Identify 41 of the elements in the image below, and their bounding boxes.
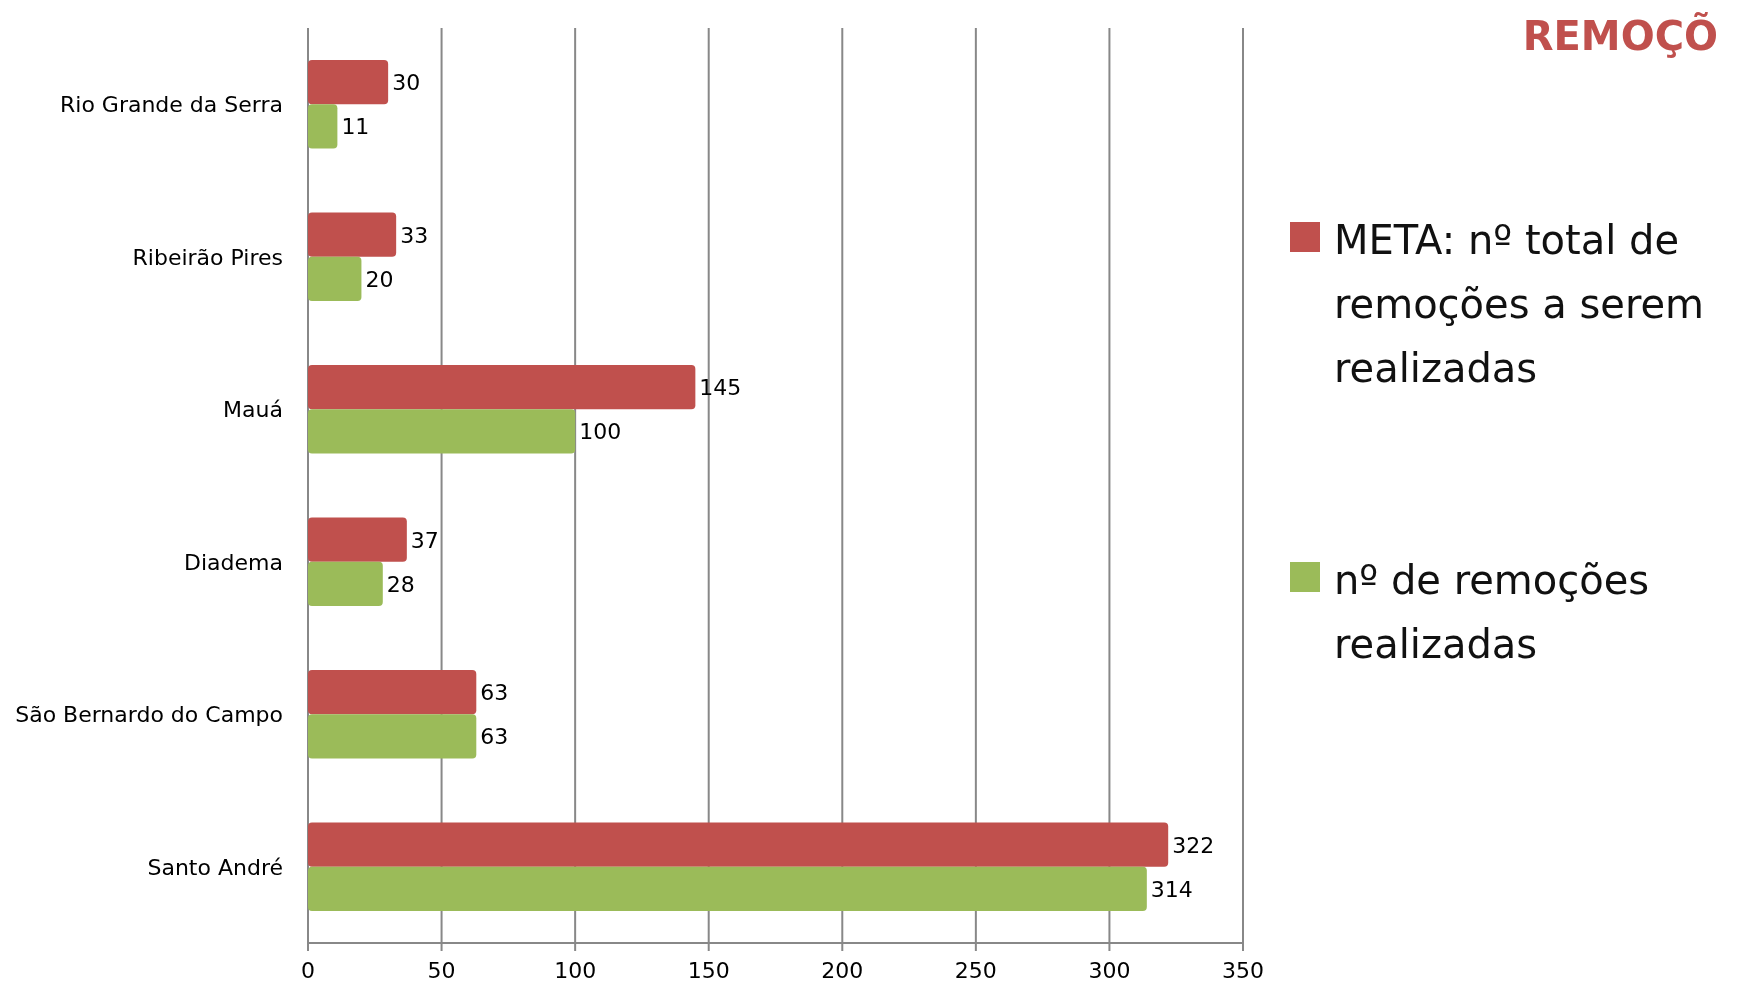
data-label: 314 [1150, 876, 1193, 902]
data-label: 63 [480, 724, 509, 750]
y-tick-label: Santo André [147, 854, 283, 880]
bar [308, 822, 1169, 867]
bar [308, 409, 576, 454]
x-tick-label: 0 [301, 958, 315, 983]
y-tick-label: Mauá [223, 397, 283, 423]
y-tick-label: Ribeirão Pires [132, 244, 283, 270]
data-label: 63 [480, 680, 509, 706]
data-label: 28 [386, 571, 415, 597]
data-label: 20 [365, 266, 394, 292]
bar [308, 714, 477, 759]
bar [308, 561, 383, 606]
legend-label: nº de remoções realizadas [1334, 557, 1650, 667]
bar [308, 365, 696, 410]
data-label: 11 [341, 114, 370, 140]
bar [308, 104, 338, 149]
data-label: 37 [410, 527, 439, 553]
text: REMOÇÕ [1522, 12, 1718, 59]
data-label: 145 [699, 375, 742, 401]
x-tick-label: 300 [1088, 958, 1131, 983]
legend-label: META: nº total de remoções a serem realizadas [1334, 217, 1705, 391]
y-tick-label: Rio Grande da Serra [60, 92, 283, 118]
bar [308, 212, 397, 257]
data-label: 33 [400, 222, 429, 248]
bar [308, 256, 362, 301]
bar [308, 670, 477, 715]
x-tick-label: 250 [954, 958, 997, 983]
x-tick-label: 100 [554, 958, 597, 983]
x-tick-label: 200 [821, 958, 864, 983]
data-label: 322 [1172, 832, 1215, 858]
x-tick-label: 350 [1222, 958, 1264, 983]
data-label: 30 [392, 70, 421, 96]
y-tick-label: Diadema [184, 549, 283, 575]
x-tick-label: 50 [427, 958, 456, 983]
bar [308, 60, 389, 105]
y-tick-label: São Bernardo do Campo [15, 702, 283, 728]
x-tick-label: 150 [687, 958, 730, 983]
bar [308, 517, 407, 562]
data-label: 100 [579, 419, 622, 445]
bar [308, 866, 1147, 911]
